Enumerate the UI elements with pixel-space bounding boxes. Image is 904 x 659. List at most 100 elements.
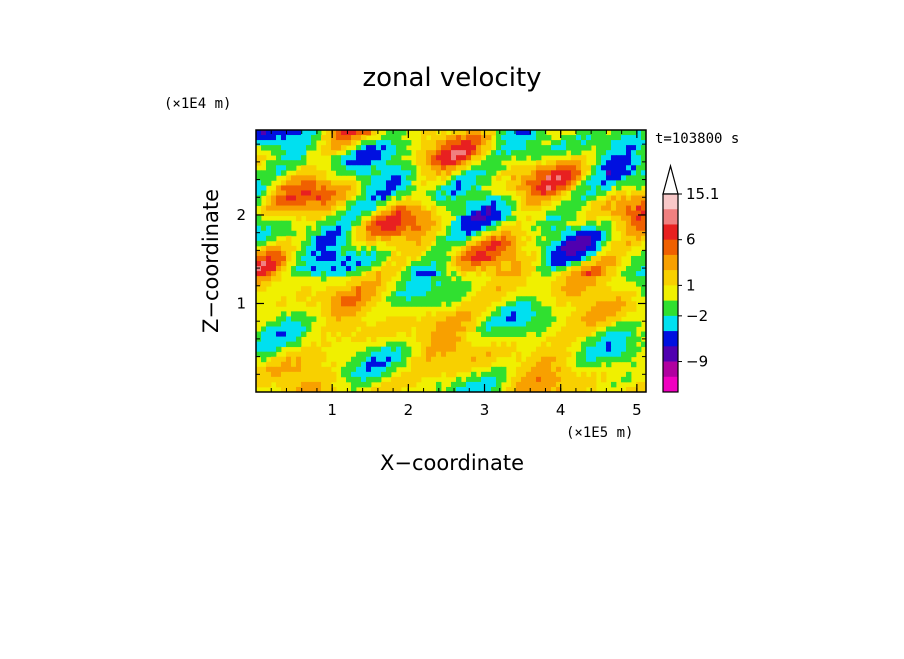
field-cell [351,200,357,206]
field-cell [281,371,287,378]
field-cell [621,140,627,146]
field-cell [361,150,367,156]
field-cell [641,291,647,297]
field-cell [301,210,307,217]
field-cell [426,366,432,373]
field-cell [576,386,582,393]
field-cell [591,386,597,393]
field-cell [531,145,537,151]
field-cell [556,240,562,247]
field-cell [321,170,327,176]
field-cell [431,366,437,373]
field-cell [481,160,487,166]
field-cell [546,366,552,373]
field-cell [306,215,312,222]
field-cell [466,210,472,217]
field-cell [421,356,427,363]
field-cell [471,261,477,267]
field-cell [451,326,457,332]
field-cell [636,175,642,181]
field-cell [276,356,282,363]
field-cell [406,296,412,302]
field-cell [541,190,547,196]
field-cell [451,296,457,302]
field-cell [626,215,632,222]
field-cell [431,170,437,176]
field-cell [401,205,407,212]
field-cell [306,371,312,378]
field-cell [296,150,302,156]
field-cell [396,321,402,327]
field-cell [551,336,557,343]
field-cell [276,336,282,343]
field-cell [591,271,597,277]
field-cell [551,165,557,171]
field-cell [566,286,572,292]
field-cell [336,266,342,272]
field-cell [341,331,347,337]
field-cell [476,386,482,393]
field-cell [376,225,382,232]
field-cell [366,165,372,171]
field-cell [376,180,382,186]
field-cell [436,286,442,292]
field-cell [321,326,327,332]
field-cell [486,145,492,151]
field-cell [366,225,372,232]
field-cell [496,281,502,287]
field-cell [356,261,362,267]
field-cell [581,170,587,176]
field-cell [596,165,602,171]
field-cell [486,195,492,201]
field-cell [586,276,592,282]
field-cell [316,245,322,252]
field-cell [286,361,292,368]
field-cell [551,140,557,146]
field-cell [596,311,602,317]
field-cell [481,351,487,358]
field-cell [391,381,397,388]
field-cell [616,291,622,297]
field-cell [276,195,282,201]
field-cell [571,200,577,206]
field-cell [471,165,477,171]
field-cell [321,255,327,262]
field-cell [576,160,582,166]
field-cell [611,261,617,267]
field-cell [531,386,537,393]
field-cell [426,286,432,292]
field-cell [446,326,452,332]
field-cell [611,301,617,307]
field-cell [536,165,542,171]
field-cell [486,225,492,232]
field-cell [526,135,532,141]
field-cell [556,266,562,272]
field-cell [421,276,427,282]
field-cell [431,210,437,217]
field-cell [541,170,547,176]
field-cell [511,250,517,257]
field-cell [361,281,367,287]
field-cell [521,140,527,146]
field-cell [371,140,377,146]
field-cell [586,245,592,252]
field-cell [346,240,352,247]
field-cell [341,286,347,292]
field-cell [426,130,432,136]
field-cell [571,276,577,282]
field-cell [636,185,642,191]
field-cell [601,145,607,151]
field-cell [601,306,607,312]
field-cell [461,386,467,393]
field-cell [506,351,512,358]
field-cell [631,190,637,196]
field-cell [586,240,592,247]
field-cell [361,366,367,373]
field-cell [306,386,312,393]
field-cell [256,261,262,267]
field-cell [311,386,317,393]
field-cell [416,200,422,206]
field-cell [336,210,342,217]
field-cell [406,180,412,186]
field-cell [276,225,282,232]
